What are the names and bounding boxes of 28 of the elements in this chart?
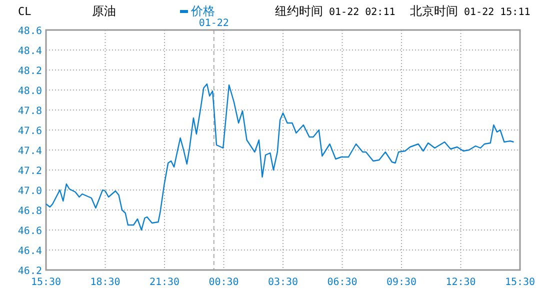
- y-tick-label: 47.6: [18, 126, 42, 137]
- y-tick-label: 46.8: [18, 206, 42, 217]
- y-tick-label: 47.4: [18, 146, 42, 157]
- legend-label: 价格: [190, 4, 215, 18]
- ref-line-label: 01-22: [198, 18, 229, 29]
- x-tick-label: 03:30: [268, 277, 298, 288]
- x-tick-label: 15:30: [30, 277, 62, 288]
- y-tick-label: 48.4: [18, 46, 42, 57]
- x-tick-label: 00:30: [208, 277, 239, 288]
- chart-subtitle: 原油: [92, 4, 116, 18]
- y-tick-label: 47.0: [18, 186, 42, 197]
- x-tick-label: 21:30: [149, 277, 180, 288]
- text: 北京时间 01-22 15:11: [410, 4, 530, 18]
- chart-title: CL: [18, 5, 32, 18]
- x-tick-label: 15:30: [504, 277, 536, 288]
- x-tick-label: 18:30: [90, 277, 120, 288]
- x-tick-label: 09:30: [386, 277, 417, 288]
- y-tick-label: 48.0: [18, 86, 42, 97]
- text: 纽约时间 01-22 02:11: [275, 4, 396, 18]
- y-tick-label: 46.4: [18, 246, 42, 257]
- y-tick-label: 47.2: [18, 166, 42, 177]
- y-tick-label: 46.6: [18, 226, 42, 237]
- x-tick-label: 06:30: [327, 277, 358, 288]
- y-tick-label: 46.2: [18, 266, 42, 277]
- y-tick-label: 47.8: [18, 106, 42, 117]
- x-tick-label: 12:30: [446, 277, 476, 288]
- y-tick-label: 48.6: [18, 26, 42, 37]
- y-tick-label: 48.2: [18, 66, 42, 77]
